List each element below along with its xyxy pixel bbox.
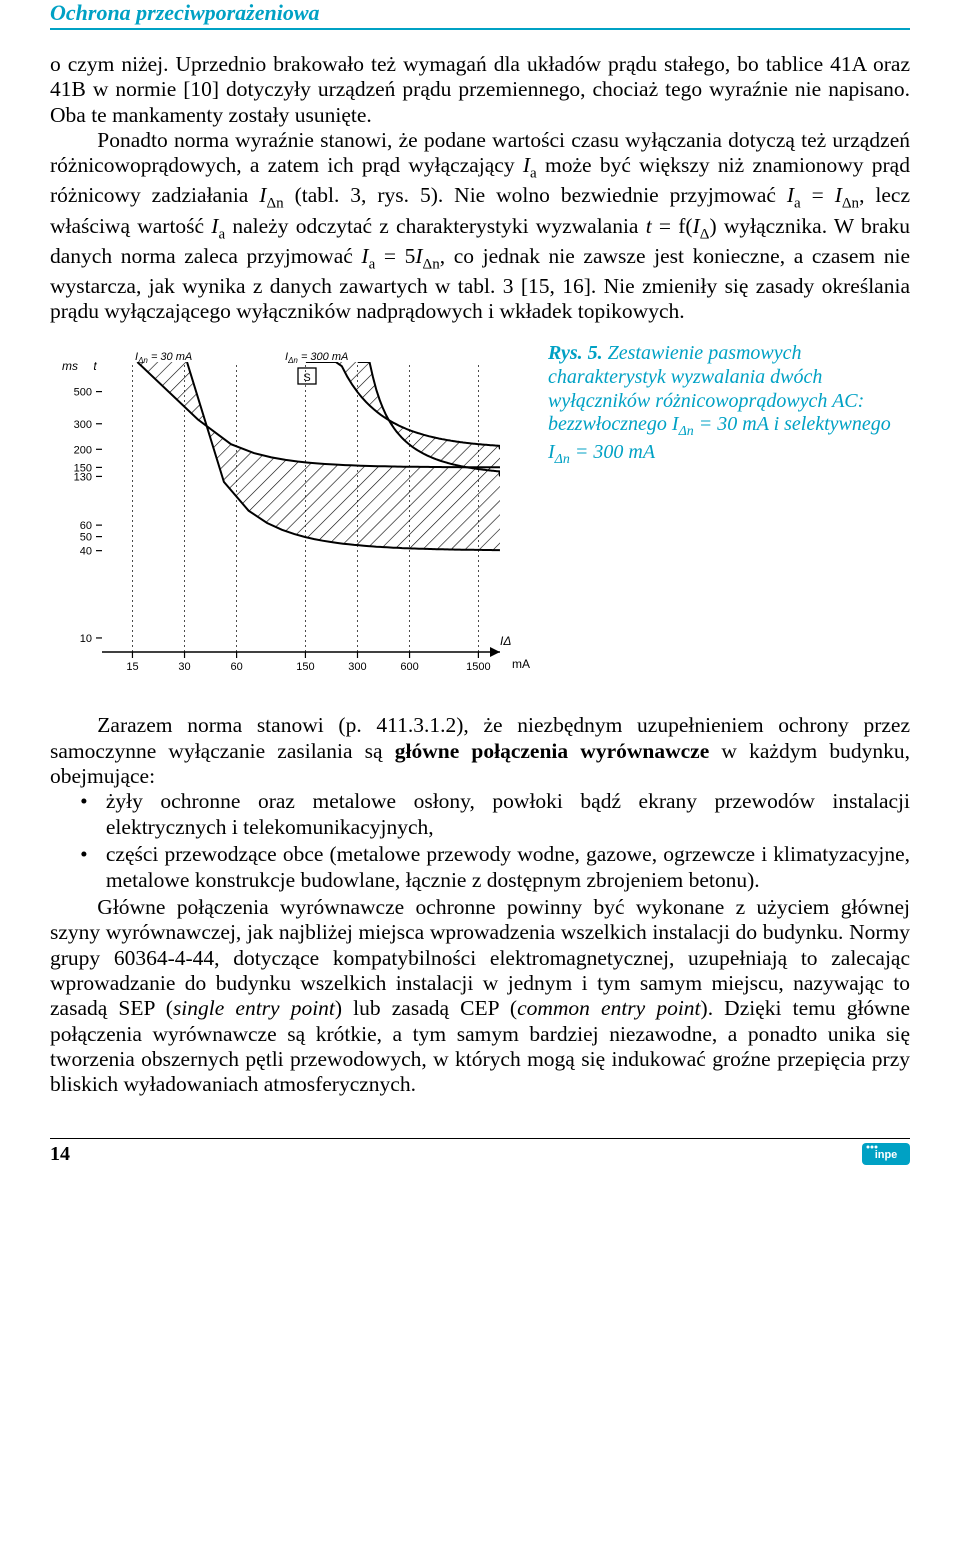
svg-text:IΔn = 30 mA: IΔn = 30 mA — [135, 351, 192, 365]
svg-text:ms: ms — [62, 359, 78, 373]
svg-text:200: 200 — [74, 445, 92, 457]
figure-caption-c: = 300 mA — [570, 441, 655, 463]
svg-text:300: 300 — [348, 661, 366, 673]
page: Ochrona przeciwporażeniowa o czym niżej.… — [0, 0, 960, 1196]
svg-text:500: 500 — [74, 387, 92, 399]
p2-e: należy odczytać z charakterystyki wyzwal… — [225, 214, 646, 238]
p3-bold: główne połączenia wyrównawcze — [395, 739, 710, 763]
svg-text:300: 300 — [74, 419, 92, 431]
bullet-list: żyły ochronne oraz metalowe osłony, powł… — [50, 789, 910, 892]
paragraph-3: Zarazem norma stanowi (p. 411.3.1.2), że… — [50, 713, 910, 789]
page-header: Ochrona przeciwporażeniowa — [50, 0, 910, 30]
p2-c: (tabl. 3, rys. 5). Nie wolno bezwiednie … — [284, 183, 787, 207]
p4-it1: single entry point — [173, 996, 335, 1020]
svg-text:inpe: inpe — [875, 1149, 898, 1161]
svg-text:10: 10 — [80, 633, 92, 645]
svg-text:40: 40 — [80, 546, 92, 558]
page-number: 14 — [50, 1143, 70, 1166]
svg-text:50: 50 — [80, 532, 92, 544]
list-item: żyły ochronne oraz metalowe osłony, powł… — [50, 789, 910, 840]
figure-5-caption: Rys. 5. Zestawienie pasmowych charaktery… — [530, 342, 910, 468]
figure-caption-b: = 30 mA i selektywnego — [694, 413, 891, 435]
footer: 14 inpe — [50, 1138, 910, 1166]
svg-text:60: 60 — [230, 661, 242, 673]
svg-text:60: 60 — [80, 520, 92, 532]
figure-5-chart: ms t 1530601503006001500 104050601301502… — [50, 342, 530, 707]
paragraph-1: o czym niżej. Uprzednio brakowało też wy… — [50, 52, 910, 128]
p4-b: ) lub zasadą CEP ( — [335, 996, 517, 1020]
p4-it2: common entry point — [517, 996, 700, 1020]
svg-text:15: 15 — [126, 661, 138, 673]
logo-icon: inpe — [862, 1143, 910, 1165]
svg-text:IΔ: IΔ — [500, 634, 511, 648]
svg-text:S: S — [303, 372, 310, 384]
svg-text:600: 600 — [400, 661, 418, 673]
paragraph-2: Ponadto norma wyraźnie stanowi, że podan… — [50, 128, 910, 324]
figure-number: Rys. 5. — [548, 342, 603, 364]
list-item: części przewodzące obce (metalowe przewo… — [50, 842, 910, 893]
svg-text:30: 30 — [178, 661, 190, 673]
svg-text:t: t — [93, 359, 97, 373]
svg-text:IΔn = 300 mA: IΔn = 300 mA — [285, 351, 348, 365]
figure-5-row: ms t 1530601503006001500 104050601301502… — [50, 342, 910, 707]
svg-text:150: 150 — [74, 463, 92, 475]
svg-text:mA: mA — [512, 657, 530, 671]
paragraph-4: Główne połączenia wyrównawcze ochronne p… — [50, 895, 910, 1098]
svg-text:150: 150 — [296, 661, 314, 673]
svg-text:1500: 1500 — [466, 661, 490, 673]
